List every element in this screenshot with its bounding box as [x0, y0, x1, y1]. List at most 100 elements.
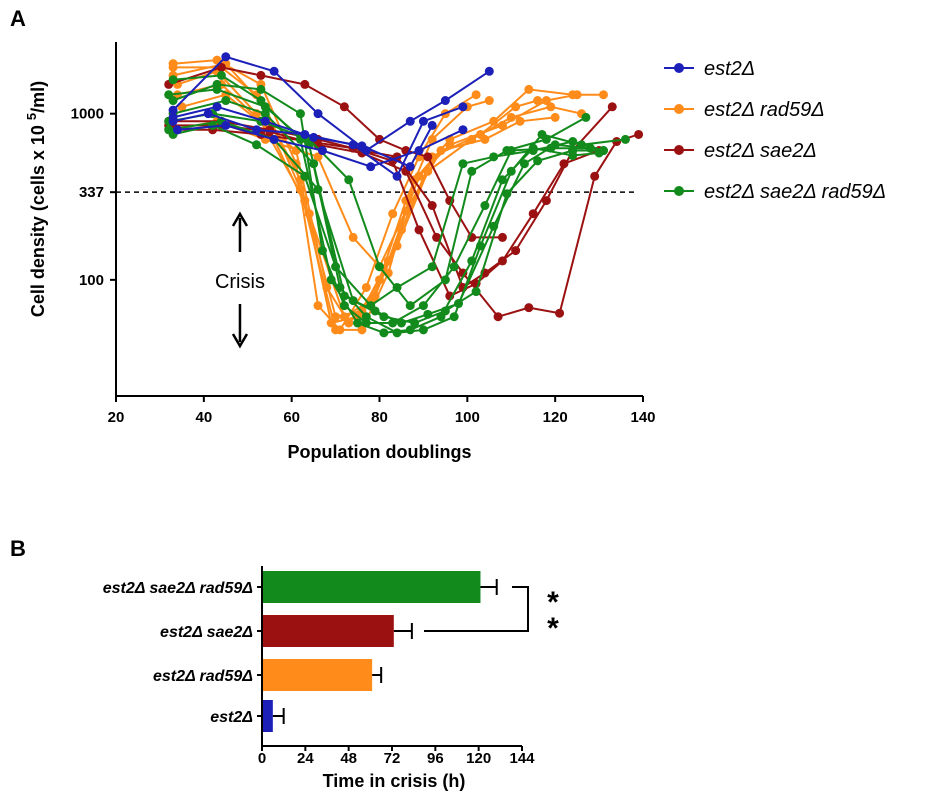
data-point [436, 146, 446, 156]
data-point [269, 66, 279, 76]
data-point [379, 312, 389, 322]
data-point [357, 325, 367, 335]
series-est2-sae2-rad59-17 [164, 84, 630, 338]
data-point [524, 84, 534, 94]
data-point [309, 159, 319, 169]
bar-row-est2-rad59: est2Δ rad59Δ [153, 659, 383, 691]
data-point [568, 137, 578, 147]
data-point [168, 105, 178, 115]
data-point [427, 120, 437, 130]
data-point [392, 328, 402, 338]
data-point [493, 312, 503, 322]
data-point [502, 146, 512, 156]
data-point [212, 102, 222, 112]
data-point [414, 225, 424, 235]
data-point [392, 171, 402, 181]
data-point [506, 166, 516, 176]
data-point [392, 241, 402, 251]
data-point [497, 256, 507, 266]
bracket-line [424, 586, 529, 632]
legend-label: est2Δ sae2Δ rad59Δ [704, 181, 886, 203]
data-point [484, 66, 494, 76]
data-point [168, 75, 178, 85]
legend-label: est2Δ rad59Δ [704, 99, 825, 121]
data-point [458, 125, 468, 135]
y-axis-title-sup: 5 [24, 113, 39, 120]
y-tick-label: 100 [79, 272, 104, 289]
data-point [344, 175, 354, 185]
data-point [300, 171, 310, 181]
data-point [410, 318, 420, 328]
data-point [528, 146, 538, 156]
data-point [348, 232, 358, 242]
data-point [471, 90, 481, 100]
data-point [322, 282, 332, 292]
data-point [348, 296, 358, 306]
panel-a-axes: 20 40 60 80 100 120 140 1000 337 100 Population do… [24, 42, 656, 462]
data-point [361, 312, 371, 322]
data-point [339, 102, 349, 112]
data-point [317, 146, 327, 156]
crisis-label: Crisis [215, 271, 265, 293]
legend-swatch-marker [674, 104, 684, 114]
data-point [607, 102, 617, 112]
legend-label: est2Δ sae2Δ [704, 140, 817, 162]
data-point [331, 262, 341, 272]
x-tick-label: 144 [509, 750, 535, 767]
data-point [256, 96, 266, 106]
x-tick-label: 40 [195, 409, 212, 426]
crisis-up-arrow-head [231, 211, 249, 227]
data-point [506, 112, 516, 122]
bar [262, 615, 394, 647]
data-point [541, 134, 551, 144]
y-axis-title: Cell density (cells x 10 5/ml) [24, 81, 48, 317]
data-point [353, 318, 363, 328]
legend-entry-est2-sae2: est2Δ sae2Δ [664, 140, 817, 162]
y-tick-label: 1000 [71, 106, 104, 123]
bar [262, 659, 373, 691]
crisis-annotation: Crisis [215, 211, 265, 349]
y-axis-title-part: Cell density (cells x 10 [28, 120, 48, 317]
x-tick-label: 120 [543, 409, 568, 426]
data-point [331, 312, 341, 322]
data-point [598, 90, 608, 100]
data-point [634, 129, 644, 139]
significance-bracket: ** [424, 586, 559, 645]
data-point [304, 209, 314, 219]
series-est2-0 [168, 52, 494, 156]
data-point [357, 141, 367, 151]
data-point [458, 102, 468, 112]
data-point [172, 125, 182, 135]
x-tick-label: 0 [258, 750, 266, 767]
legend-entry-est2-sae2-rad59: est2Δ sae2Δ rad59Δ [664, 181, 886, 203]
data-point [528, 209, 538, 219]
data-point [164, 90, 174, 100]
data-point [572, 90, 582, 100]
data-point [418, 325, 428, 335]
panel-a-label: A [10, 6, 26, 31]
x-tick-label: 24 [297, 750, 314, 767]
data-point [515, 116, 525, 126]
legend-swatch-marker [674, 63, 684, 73]
category-label: est2Δ rad59Δ [153, 668, 253, 685]
data-point [260, 102, 270, 112]
data-point [519, 159, 529, 169]
data-point [497, 232, 507, 242]
data-point [313, 109, 323, 119]
panel-a-line-chart: 20 40 60 80 100 120 140 1000 337 100 Population do… [24, 42, 886, 462]
data-point [471, 287, 481, 297]
panel-b-bars: est2Δ sae2Δ rad59Δ est2Δ sae2Δ est2Δ rad59… [103, 571, 498, 732]
x-tick-label: 120 [466, 750, 491, 767]
data-point [497, 175, 507, 185]
data-point [379, 328, 389, 338]
category-label: est2Δ sae2Δ [160, 624, 253, 641]
x-axis-title: Population doublings [288, 442, 472, 462]
data-point [423, 152, 433, 162]
data-point [533, 156, 543, 166]
bar-row-est2-sae2: est2Δ sae2Δ [160, 615, 413, 647]
data-point [221, 52, 231, 62]
data-point [401, 206, 411, 216]
crisis-down-arrow-head [231, 333, 249, 349]
legend-entry-est2-rad59: est2Δ rad59Δ [664, 99, 825, 121]
data-point [269, 134, 279, 144]
